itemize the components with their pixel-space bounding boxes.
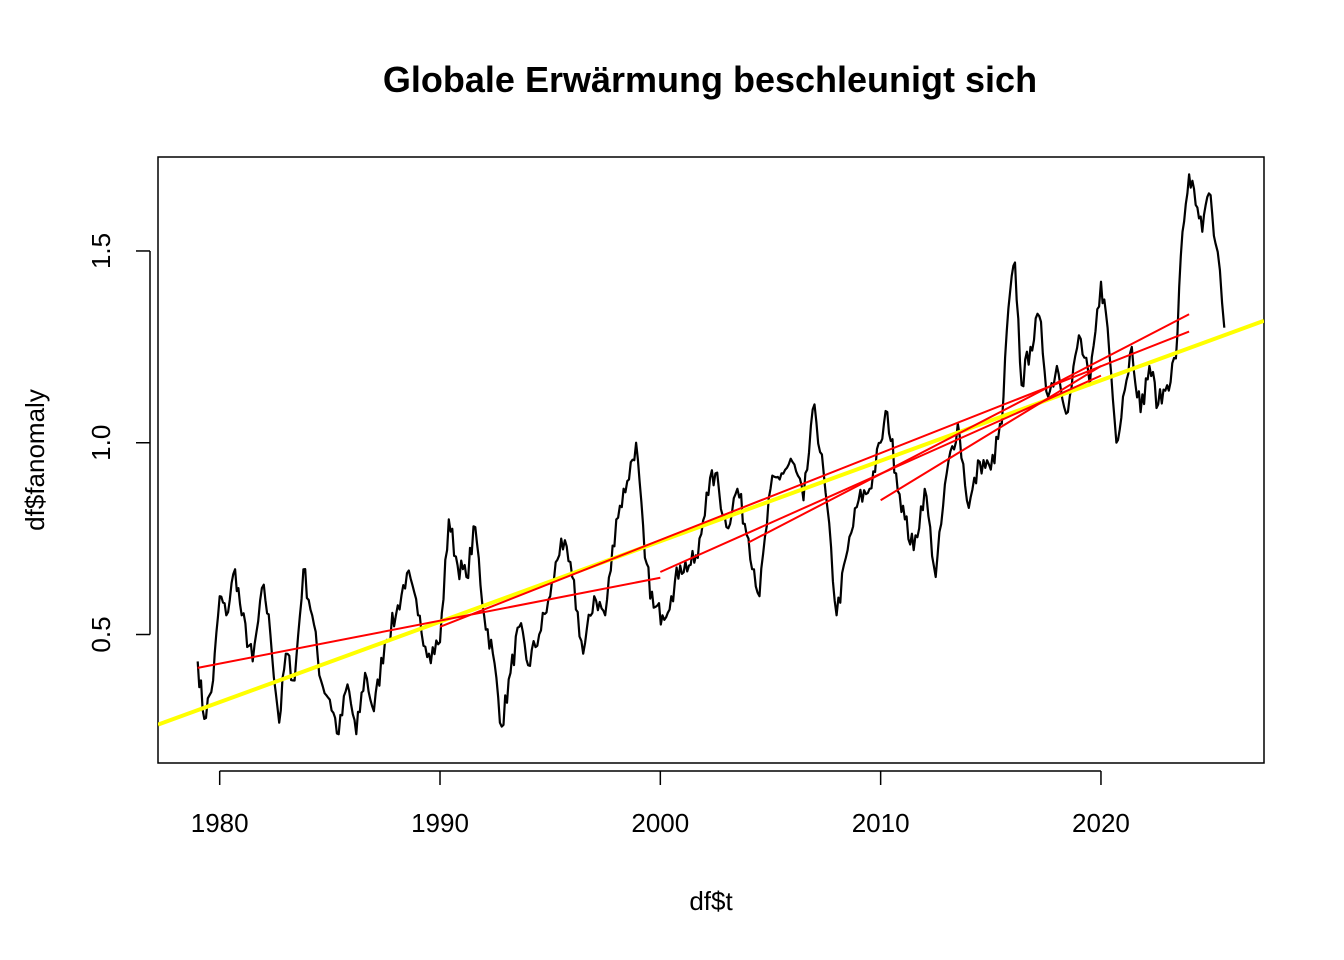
x-axis-label: df$t: [689, 886, 733, 916]
plot-frame: [157, 156, 1265, 764]
plot-area: [158, 173, 1264, 736]
x-tick-label: 2020: [1072, 808, 1130, 838]
overall-trend-line: [158, 318, 1264, 727]
data-series-line: [196, 173, 1226, 736]
x-tick-label: 2010: [852, 808, 910, 838]
x-axis: 1980 1990 2000 2010 2020: [191, 770, 1130, 838]
y-axis: 0.5 1.0 1.5: [86, 233, 151, 653]
segment-trend-line: [880, 365, 1102, 502]
x-tick-label: 1990: [411, 808, 469, 838]
chart-title: Globale Erwärmung beschleunigt sich: [383, 59, 1037, 100]
y-tick-label: 1.0: [86, 425, 116, 461]
y-axis-label: df$fanomaly: [20, 389, 50, 531]
x-tick-label: 2000: [631, 808, 689, 838]
segment-trend-line: [439, 330, 1190, 628]
segment-trend-line: [197, 576, 661, 669]
y-tick-label: 0.5: [86, 616, 116, 652]
x-tick-label: 1980: [191, 808, 249, 838]
y-tick-label: 1.5: [86, 233, 116, 269]
segment-trend-line: [747, 313, 1190, 544]
